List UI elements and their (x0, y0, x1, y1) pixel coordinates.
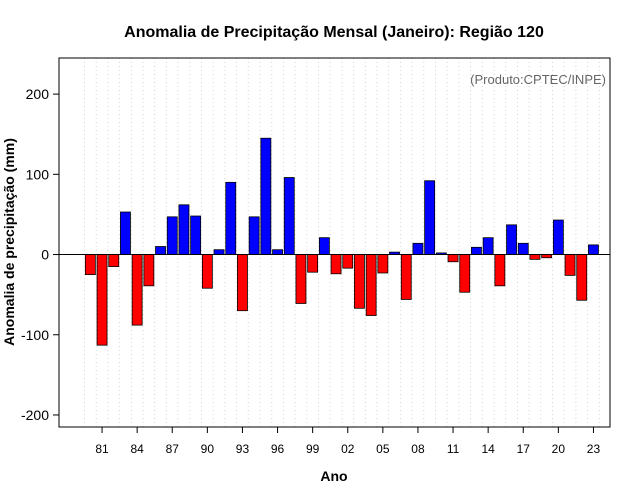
x-tick-label: 20 (552, 442, 566, 456)
bar-2021 (564, 254, 576, 276)
bar-2011 (447, 254, 459, 263)
bar-2020 (552, 219, 564, 255)
bar-2005 (377, 254, 389, 274)
bar-2004 (365, 254, 377, 316)
grid-lines (84, 58, 600, 427)
bar-1980 (84, 254, 96, 275)
x-tick-label: 23 (587, 442, 601, 456)
bar-1987 (166, 216, 178, 255)
bar-1997 (283, 177, 295, 255)
bar-1986 (155, 246, 166, 255)
bar-2013 (471, 246, 482, 255)
bar-2009 (424, 180, 436, 255)
x-tick-label: 96 (271, 442, 285, 456)
x-tick-label: 81 (95, 442, 109, 456)
bar-1988 (178, 204, 190, 255)
plot-frame (58, 57, 611, 428)
bar-2015 (494, 254, 506, 287)
bar-2023 (588, 244, 599, 255)
bar-1996 (272, 249, 283, 255)
y-axis-label: Anomalia de precipitação (mm) (1, 138, 17, 346)
bar-1999 (307, 254, 319, 273)
bar-2003 (354, 254, 365, 309)
y-tick-label: 200 (26, 86, 50, 102)
bar-2022 (576, 254, 588, 301)
x-tick-label: 93 (236, 442, 250, 456)
bar-1992 (225, 181, 237, 255)
bar-2014 (482, 237, 494, 255)
x-tick-label: 05 (376, 442, 390, 456)
bar-1984 (131, 254, 143, 326)
bar-2017 (517, 242, 529, 255)
chart-title: Anomalia de Precipitação Mensal (Janeiro… (124, 24, 544, 41)
x-tick-label: 84 (130, 442, 144, 456)
bar-1995 (260, 137, 272, 255)
bar-2000 (318, 237, 330, 255)
bar-1982 (108, 254, 120, 267)
x-tick-label: 14 (481, 442, 495, 456)
x-tick-label: 99 (306, 442, 320, 456)
x-tick-label: 90 (201, 442, 215, 456)
y-tick-label: -100 (21, 327, 49, 343)
bar-1998 (295, 254, 307, 304)
bar-1994 (248, 216, 260, 255)
x-tick-label: 11 (447, 442, 460, 456)
x-tick-label: 08 (411, 442, 425, 456)
bar-2018 (529, 254, 541, 260)
bar-1981 (96, 254, 108, 346)
x-axis: 81 84 87 90 93 96 99 02 05 08 11 14 17 20 23 (95, 427, 600, 456)
bar-2016 (506, 224, 517, 255)
y-tick-label: 0 (41, 247, 49, 263)
bar-1993 (237, 254, 248, 312)
y-axis: -200 -100 0 100 200 (21, 86, 59, 423)
x-tick-label: 17 (517, 442, 531, 456)
y-tick-label: -200 (21, 407, 49, 423)
bar-2012 (459, 254, 471, 293)
bar-2002 (342, 254, 354, 269)
bar-1991 (213, 249, 225, 255)
bar-1983 (120, 211, 131, 255)
x-tick-label: 87 (166, 442, 180, 456)
x-tick-label: 02 (341, 442, 355, 456)
bar-2007 (400, 254, 412, 300)
bar-2008 (412, 242, 424, 255)
bar-1989 (190, 215, 202, 255)
bar-1985 (143, 254, 155, 287)
bar-2001 (330, 254, 342, 275)
x-axis-label: Ano (320, 468, 347, 484)
source-note: (Produto:CPTEC/INPE) (470, 72, 606, 87)
y-tick-label: 100 (26, 166, 50, 182)
bar-1990 (201, 254, 213, 289)
